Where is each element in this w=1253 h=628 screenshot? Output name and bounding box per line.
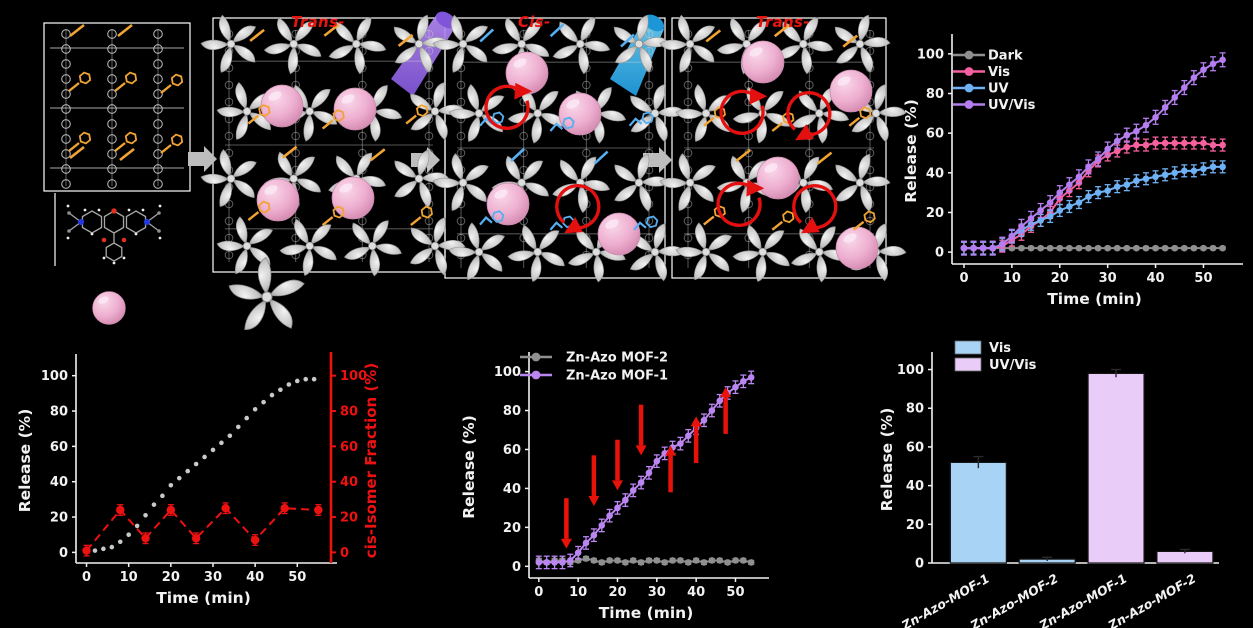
svg-text:Release (%): Release (%) bbox=[460, 415, 478, 519]
svg-text:80: 80 bbox=[926, 87, 944, 102]
svg-text:Vis: Vis bbox=[989, 341, 1011, 356]
svg-text:UV/Vis: UV/Vis bbox=[989, 358, 1037, 373]
panel3-frame bbox=[444, 17, 666, 279]
svg-text:Time (min): Time (min) bbox=[1047, 290, 1142, 308]
svg-text:Zn-Azo MOF-2: Zn-Azo MOF-2 bbox=[566, 351, 668, 366]
svg-text:UV/Vis: UV/Vis bbox=[988, 98, 1036, 113]
svg-text:60: 60 bbox=[340, 440, 358, 455]
chart-mof-comparison: 0 20 40 60 80 100 0 10 20 30 40 50 Time (min) Release… bbox=[458, 332, 820, 628]
svg-text:30: 30 bbox=[204, 570, 222, 585]
dye-molecule bbox=[66, 204, 162, 265]
svg-text:20: 20 bbox=[340, 511, 358, 526]
svg-text:20: 20 bbox=[608, 585, 626, 600]
svg-text:80: 80 bbox=[906, 402, 924, 417]
svg-text:0: 0 bbox=[915, 557, 924, 572]
svg-text:0: 0 bbox=[82, 570, 91, 585]
svg-text:Vis: Vis bbox=[988, 65, 1010, 80]
panel1-frame bbox=[43, 22, 191, 192]
svg-text:40: 40 bbox=[503, 482, 521, 497]
svg-text:100: 100 bbox=[897, 363, 924, 378]
svg-text:50: 50 bbox=[288, 570, 306, 585]
svg-text:80: 80 bbox=[503, 404, 521, 419]
svg-text:0: 0 bbox=[59, 546, 68, 561]
panel1-framework bbox=[50, 29, 184, 189]
svg-text:Time (min): Time (min) bbox=[156, 589, 251, 607]
chart-release-light-conditions: 0 20 40 60 80 100 0 10 20 30 40 50 Time (min) Release… bbox=[900, 8, 1253, 310]
svg-text:40: 40 bbox=[340, 475, 358, 490]
svg-text:20: 20 bbox=[1051, 271, 1069, 286]
svg-text:60: 60 bbox=[926, 127, 944, 142]
svg-text:Release (%): Release (%) bbox=[902, 99, 920, 203]
svg-text:40: 40 bbox=[50, 475, 68, 490]
svg-text:100: 100 bbox=[41, 369, 68, 384]
gray-pinwheel-icon bbox=[218, 250, 308, 343]
svg-text:0: 0 bbox=[959, 271, 968, 286]
panel4-crystal bbox=[653, 2, 913, 294]
svg-text:0: 0 bbox=[512, 560, 521, 575]
svg-text:100: 100 bbox=[917, 47, 944, 62]
panel1-azo-pendants bbox=[69, 23, 184, 162]
svg-text:80: 80 bbox=[50, 405, 68, 420]
svg-text:50: 50 bbox=[726, 585, 744, 600]
svg-text:0: 0 bbox=[534, 585, 543, 600]
panel4-frame bbox=[671, 17, 887, 279]
svg-text:40: 40 bbox=[906, 479, 924, 494]
svg-text:Release (%): Release (%) bbox=[16, 409, 34, 513]
svg-text:Release (%): Release (%) bbox=[878, 408, 896, 512]
svg-text:10: 10 bbox=[120, 570, 138, 585]
svg-text:Zn-Azo MOF-1: Zn-Azo MOF-1 bbox=[566, 369, 668, 384]
svg-text:40: 40 bbox=[246, 570, 264, 585]
svg-text:Dark: Dark bbox=[988, 49, 1023, 64]
chart-release-vs-cis-fraction: 0 20 40 60 80 100 0 10 20 30 40 50 Time (min) Release… bbox=[14, 332, 466, 626]
panel2-crystal bbox=[194, 2, 472, 288]
svg-text:60: 60 bbox=[50, 440, 68, 455]
svg-text:UV: UV bbox=[988, 82, 1009, 97]
svg-text:20: 20 bbox=[162, 570, 180, 585]
chart-release-bars: 0 20 40 60 80 100 Release (%) Zn-Azo-MOF-1 Zn-Az… bbox=[876, 332, 1253, 628]
svg-text:40: 40 bbox=[687, 585, 705, 600]
panel-frames bbox=[43, 17, 887, 279]
svg-text:20: 20 bbox=[926, 206, 944, 221]
stage-label-cis: Cis- bbox=[518, 13, 551, 31]
svg-text:60: 60 bbox=[503, 443, 521, 458]
blue-beam-icon bbox=[610, 14, 665, 96]
svg-text:10: 10 bbox=[569, 585, 587, 600]
stage-label-trans-2: Trans- bbox=[756, 13, 810, 31]
svg-text:Time (min): Time (min) bbox=[599, 604, 694, 622]
svg-text:80: 80 bbox=[340, 405, 358, 420]
svg-text:0: 0 bbox=[935, 246, 944, 261]
svg-text:60: 60 bbox=[906, 440, 924, 455]
svg-text:0: 0 bbox=[340, 546, 349, 561]
svg-text:30: 30 bbox=[648, 585, 666, 600]
svg-text:cis-Isomer Fraction (%): cis-Isomer Fraction (%) bbox=[362, 363, 380, 558]
svg-text:100: 100 bbox=[494, 365, 521, 380]
svg-text:20: 20 bbox=[503, 521, 521, 536]
svg-text:20: 20 bbox=[50, 511, 68, 526]
svg-text:50: 50 bbox=[1194, 271, 1212, 286]
svg-text:10: 10 bbox=[1003, 271, 1021, 286]
svg-text:40: 40 bbox=[1147, 271, 1165, 286]
svg-text:30: 30 bbox=[1099, 271, 1117, 286]
panel3-crystal bbox=[426, 2, 692, 294]
svg-text:40: 40 bbox=[926, 166, 944, 181]
svg-text:20: 20 bbox=[906, 518, 924, 533]
pink-sphere-icon bbox=[92, 291, 126, 325]
stage-label-trans-1: Trans- bbox=[291, 13, 345, 31]
svg-text:100: 100 bbox=[340, 369, 367, 384]
